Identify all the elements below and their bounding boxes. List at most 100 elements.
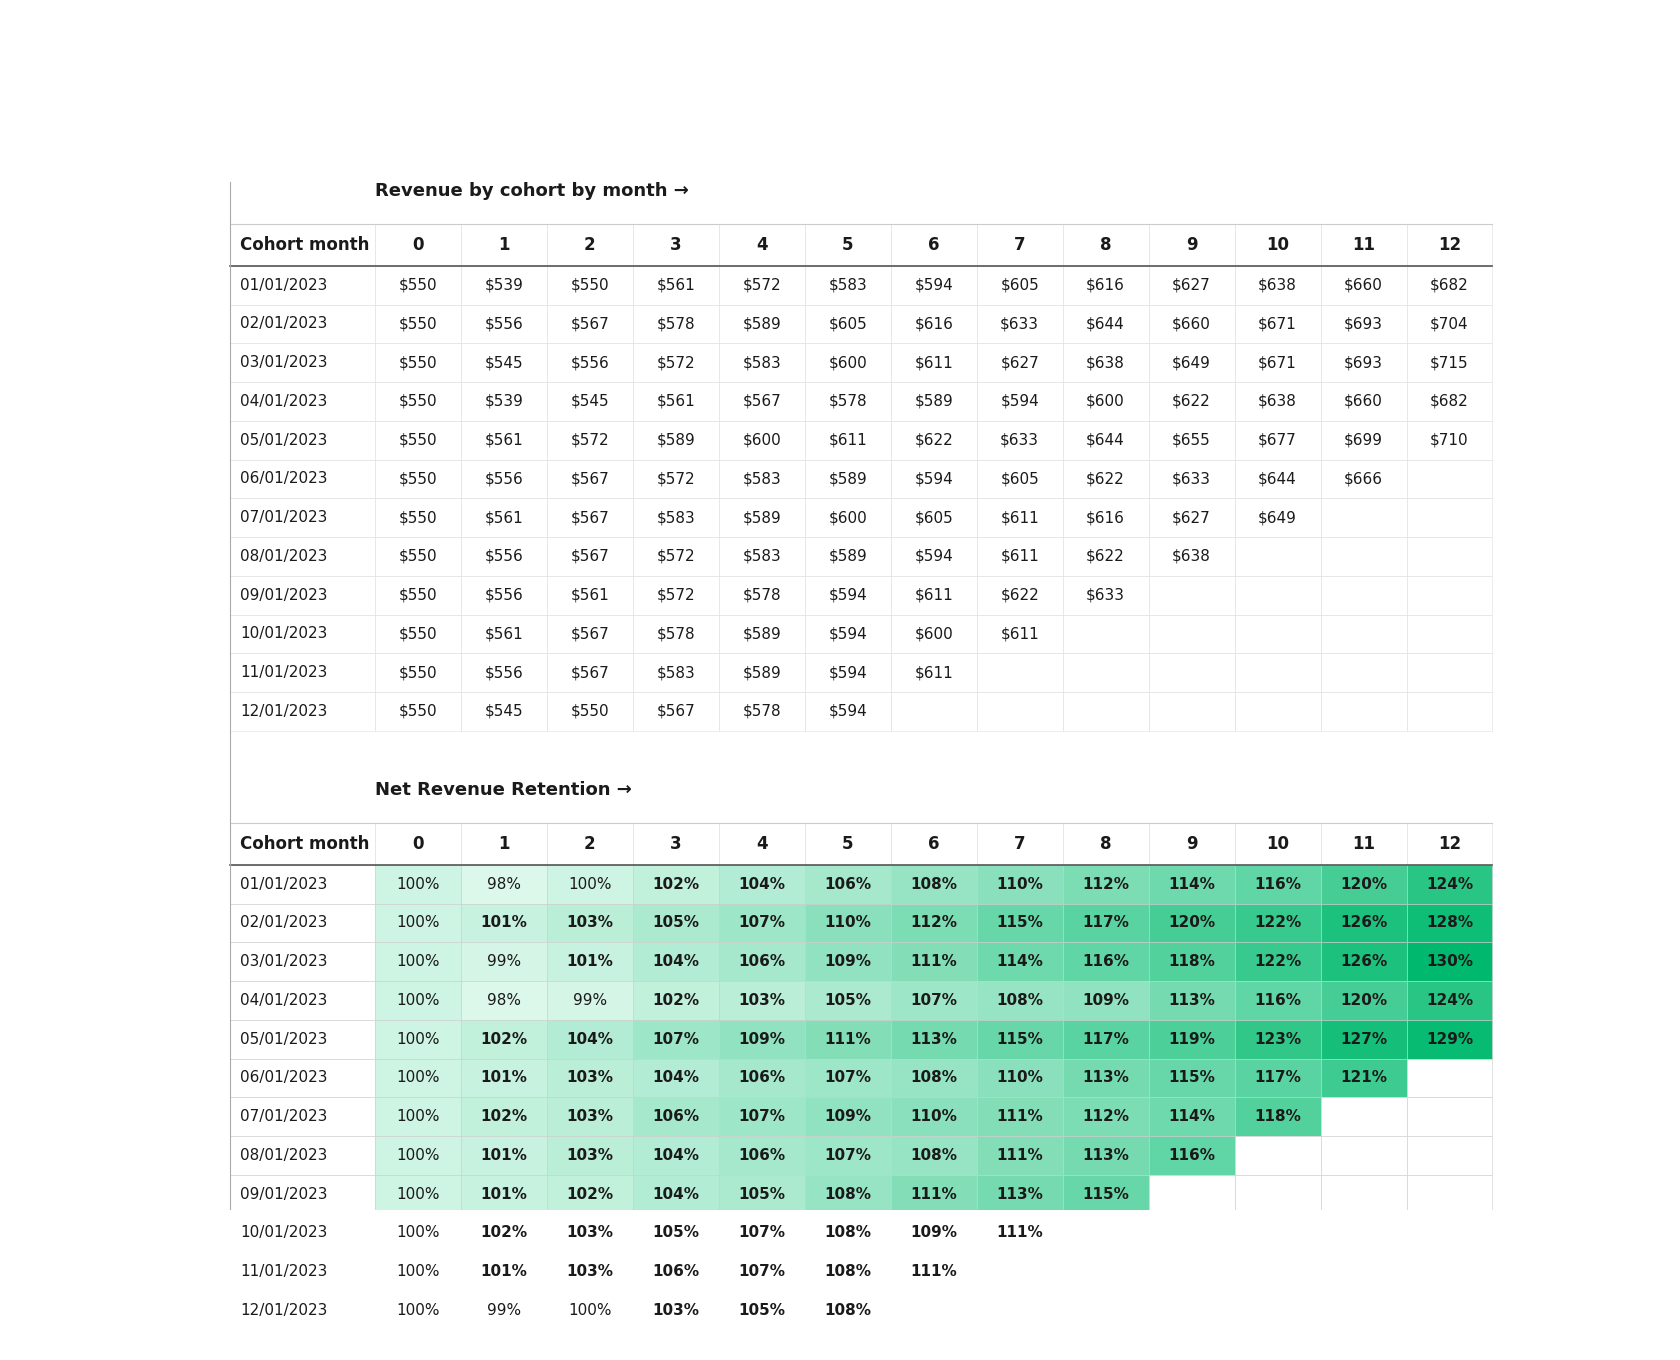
Bar: [890, 498, 976, 537]
Bar: [805, 305, 890, 343]
Text: $655: $655: [1173, 432, 1211, 447]
Bar: [548, 653, 633, 692]
Bar: [460, 615, 548, 653]
Text: 08/01/2023: 08/01/2023: [240, 549, 328, 564]
Text: 114%: 114%: [1168, 1110, 1215, 1125]
Text: 100%: 100%: [568, 877, 612, 892]
Bar: [230, 903, 375, 942]
Text: $600: $600: [1087, 394, 1126, 409]
Bar: [805, 865, 890, 903]
Bar: [1320, 942, 1406, 981]
Bar: [1149, 537, 1235, 575]
Bar: [890, 382, 976, 420]
Text: $627: $627: [1000, 355, 1038, 370]
Text: $594: $594: [1000, 394, 1038, 409]
Bar: [633, 343, 719, 382]
Bar: [230, 1253, 375, 1291]
Bar: [375, 981, 460, 1020]
Text: $594: $594: [828, 588, 867, 602]
Bar: [1320, 823, 1406, 865]
Bar: [976, 1291, 1063, 1330]
Bar: [548, 981, 633, 1020]
Bar: [548, 460, 633, 498]
Bar: [890, 1175, 976, 1213]
Text: 102%: 102%: [566, 1187, 613, 1202]
Text: $578: $578: [657, 317, 696, 332]
Text: $710: $710: [1430, 432, 1468, 447]
Text: $627: $627: [1173, 510, 1211, 525]
Text: $572: $572: [743, 277, 781, 292]
Bar: [719, 942, 805, 981]
Bar: [548, 343, 633, 382]
Bar: [460, 382, 548, 420]
Text: $644: $644: [1087, 317, 1126, 332]
Bar: [805, 537, 890, 575]
Bar: [460, 575, 548, 615]
Text: 107%: 107%: [738, 1110, 785, 1125]
Text: 105%: 105%: [738, 1187, 785, 1202]
Bar: [230, 653, 375, 692]
Text: $572: $572: [657, 472, 696, 487]
Text: $616: $616: [1087, 510, 1126, 525]
Text: 114%: 114%: [1168, 877, 1215, 892]
Bar: [1235, 1058, 1320, 1098]
Bar: [1406, 865, 1492, 903]
Bar: [719, 615, 805, 653]
Text: 111%: 111%: [996, 1110, 1043, 1125]
Text: $545: $545: [484, 704, 522, 719]
Text: $627: $627: [1173, 277, 1211, 292]
Text: 102%: 102%: [652, 993, 699, 1008]
Text: 01/01/2023: 01/01/2023: [240, 877, 328, 892]
Text: 11: 11: [1352, 235, 1374, 254]
Text: $561: $561: [657, 394, 696, 409]
Text: 103%: 103%: [566, 1265, 613, 1280]
Text: $622: $622: [1173, 394, 1211, 409]
Bar: [1235, 537, 1320, 575]
Bar: [460, 1058, 548, 1098]
Text: 105%: 105%: [825, 993, 872, 1008]
Bar: [633, 903, 719, 942]
Text: 12/01/2023: 12/01/2023: [240, 1303, 328, 1318]
Text: $638: $638: [1173, 549, 1211, 564]
Text: 105%: 105%: [652, 1225, 699, 1240]
Text: $682: $682: [1430, 277, 1468, 292]
Bar: [1235, 692, 1320, 730]
Text: 0: 0: [412, 835, 423, 853]
Bar: [1320, 420, 1406, 460]
Bar: [890, 575, 976, 615]
Text: 100%: 100%: [396, 955, 440, 970]
Text: $644: $644: [1087, 432, 1126, 447]
Bar: [230, 575, 375, 615]
Bar: [805, 823, 890, 865]
Bar: [1149, 1253, 1235, 1291]
Bar: [375, 1175, 460, 1213]
Bar: [375, 575, 460, 615]
Text: 100%: 100%: [396, 1303, 440, 1318]
Bar: [230, 1213, 375, 1253]
Text: $622: $622: [914, 432, 953, 447]
Text: 100%: 100%: [396, 1148, 440, 1163]
Text: 121%: 121%: [1341, 1070, 1388, 1085]
Bar: [890, 224, 976, 265]
Bar: [460, 265, 548, 305]
Text: 102%: 102%: [480, 1225, 528, 1240]
Bar: [633, 305, 719, 343]
Text: 120%: 120%: [1341, 877, 1388, 892]
Bar: [230, 823, 375, 865]
Bar: [1149, 1058, 1235, 1098]
Bar: [1149, 653, 1235, 692]
Bar: [230, 981, 375, 1020]
Bar: [1063, 498, 1149, 537]
Text: $611: $611: [914, 355, 953, 370]
Bar: [719, 537, 805, 575]
Bar: [1320, 1213, 1406, 1253]
Bar: [1063, 692, 1149, 730]
Bar: [1235, 498, 1320, 537]
Bar: [375, 823, 460, 865]
Bar: [976, 305, 1063, 343]
Text: $594: $594: [828, 627, 867, 642]
Text: $589: $589: [828, 549, 867, 564]
Bar: [460, 460, 548, 498]
Text: $638: $638: [1258, 277, 1297, 292]
Text: $693: $693: [1344, 317, 1383, 332]
